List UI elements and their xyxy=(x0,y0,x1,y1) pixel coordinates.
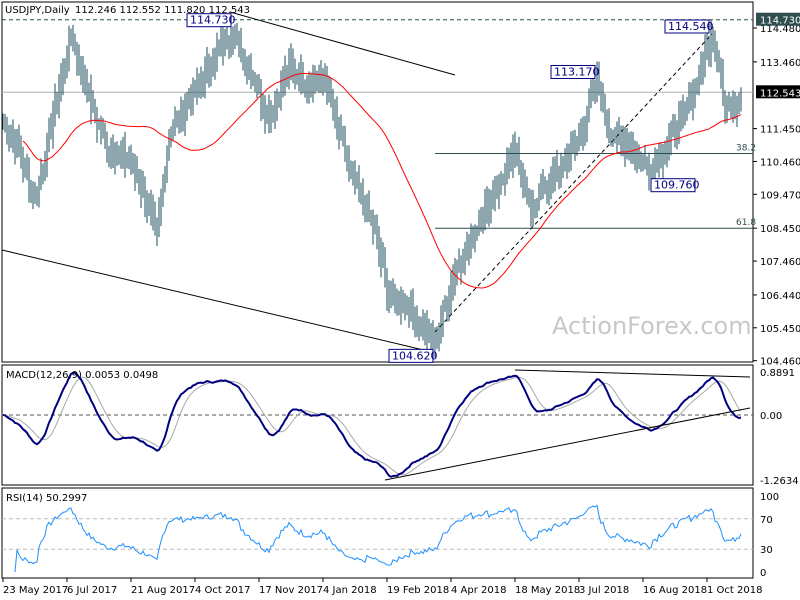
high-price-tag xyxy=(756,12,800,26)
price-tick-label: 106.440 xyxy=(760,291,800,302)
current-price-tag-label: 112.543 xyxy=(760,88,800,99)
date-tick-label: 4 Jan 2018 xyxy=(323,585,377,596)
price-annotation-box xyxy=(650,178,696,193)
macd-support-trendline xyxy=(384,407,751,481)
rsi-label: RSI(14) 50.2997 xyxy=(6,493,87,504)
high-price-tag-label: 114.730 xyxy=(760,16,800,27)
rsi-tick-label: 100 xyxy=(760,492,779,503)
rsi-tick-label: 70 xyxy=(760,515,773,526)
macd-label: MACD(12,26,9) 0.0053 0.0498 xyxy=(6,370,158,381)
price-annotation-label: 113.170 xyxy=(554,65,600,78)
date-tick-label: 4 Apr 2018 xyxy=(451,585,506,596)
channel-lower-line xyxy=(1,249,433,353)
date-tick-label: 17 Nov 2017 xyxy=(259,585,323,596)
macd-main-line xyxy=(2,371,742,478)
price-tick-label: 110.460 xyxy=(760,157,800,168)
price-annotation-label: 109.760 xyxy=(654,179,700,192)
price-annotation-box xyxy=(186,13,232,28)
price-tick-label: 105.450 xyxy=(760,324,800,335)
price-annotation-label: 104.620 xyxy=(392,349,438,362)
price-panel xyxy=(1,1,754,363)
moving-average-line xyxy=(22,72,742,289)
uptrend-line xyxy=(434,33,713,333)
price-tick-label: 107.460 xyxy=(760,257,800,268)
current-price-tag xyxy=(756,85,800,99)
macd-panel xyxy=(1,364,754,486)
date-tick-label: 6 Jul 2017 xyxy=(67,585,117,596)
date-tick-label: 4 Oct 2017 xyxy=(195,585,250,596)
price-tick-label: 113.460 xyxy=(760,58,800,69)
rsi-panel xyxy=(1,487,754,579)
channel-upper-line xyxy=(229,11,456,76)
date-tick-label: 19 Feb 2018 xyxy=(387,585,449,596)
chart-title: USDJPY,Daily xyxy=(5,5,70,16)
ohlc-header: 112.246 112.552 111.820 112.543 xyxy=(75,5,250,16)
rsi-tick-label: 30 xyxy=(760,545,773,556)
macd-tick-label: 0.8891 xyxy=(760,368,795,379)
rsi-tick-label: 0 xyxy=(760,568,766,579)
price-tick-label: 109.470 xyxy=(760,190,800,201)
price-annotation-box xyxy=(388,348,434,363)
date-tick-label: 18 May 2018 xyxy=(515,585,580,596)
price-tick-label: 114.480 xyxy=(760,24,800,35)
date-tick-label: 23 May 2017 xyxy=(3,585,68,596)
date-tick-label: 3 Jul 2018 xyxy=(579,585,629,596)
macd-tick-label: -1.2634 xyxy=(760,476,799,487)
price-tick-label: 108.450 xyxy=(760,224,800,235)
price-tick-label: 104.460 xyxy=(760,357,800,368)
price-annotation-box xyxy=(550,64,596,79)
date-tick-label: 21 Aug 2017 xyxy=(131,585,195,596)
date-tick-label: 1 Oct 2018 xyxy=(707,585,762,596)
fibonacci-label: 61.8 xyxy=(736,218,756,228)
date-tick-label: 16 Aug 2018 xyxy=(643,585,707,596)
price-tick-label: 111.450 xyxy=(760,125,800,136)
macd-tick-label: 0.00 xyxy=(760,411,782,422)
price-annotation-label: 114.730 xyxy=(190,14,236,27)
fibonacci-label: 38.2 xyxy=(736,143,756,153)
rsi-line xyxy=(14,504,742,573)
price-annotation-label: 114.540 xyxy=(668,20,714,33)
macd-resistance-trendline xyxy=(514,369,751,378)
price-annotation-box xyxy=(664,19,710,34)
watermark: ActionForex.com xyxy=(552,312,752,340)
